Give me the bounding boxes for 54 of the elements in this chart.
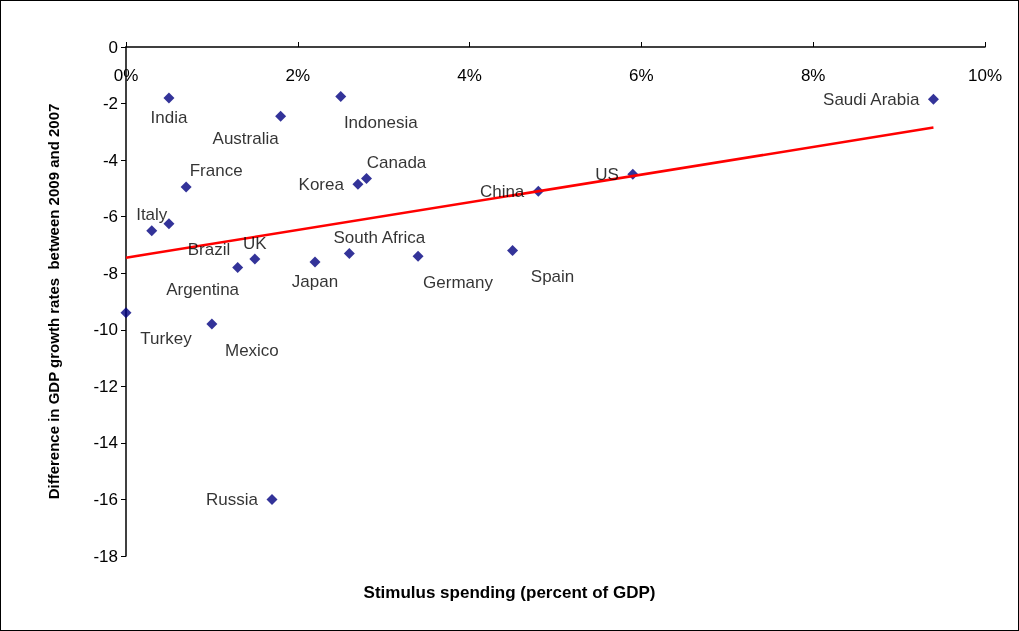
point bbox=[249, 253, 261, 265]
annotation: Germany bbox=[423, 272, 494, 292]
point bbox=[412, 250, 424, 262]
annotation: Brazil bbox=[187, 240, 231, 260]
y-tick-label: -6 bbox=[102, 207, 118, 227]
point bbox=[343, 247, 355, 259]
x-axis-title: Stimulus spending (percent of GDP) bbox=[363, 583, 656, 602]
x-tick-label: 10% bbox=[967, 66, 1003, 85]
annotation: Saudi Arabia bbox=[823, 89, 920, 109]
y-tick-label: -18 bbox=[93, 546, 118, 566]
point bbox=[232, 262, 244, 274]
point bbox=[275, 110, 287, 122]
annotation: France bbox=[189, 161, 243, 181]
annotation: UK bbox=[243, 233, 268, 253]
annotation: Turkey bbox=[140, 329, 193, 349]
y-tick-label: -2 bbox=[102, 94, 118, 114]
point bbox=[180, 181, 192, 193]
y-tick-label: -4 bbox=[102, 150, 118, 170]
point bbox=[146, 225, 158, 237]
y-tick-label: -14 bbox=[93, 433, 118, 453]
y-tick-label: -16 bbox=[93, 489, 118, 509]
point bbox=[206, 318, 218, 330]
y-tick-label: 0 bbox=[108, 37, 118, 57]
x-tick-label: 8% bbox=[800, 66, 826, 85]
annotation: Australia bbox=[212, 128, 280, 148]
annotation: Spain bbox=[530, 267, 575, 287]
annotation: Canada bbox=[366, 152, 427, 172]
annotation: US bbox=[595, 164, 619, 184]
annotation: Italy bbox=[136, 205, 168, 225]
annotation: Mexico bbox=[224, 340, 279, 360]
y-tick-label: -8 bbox=[102, 263, 118, 283]
point bbox=[266, 493, 278, 505]
annotation: Russia bbox=[206, 489, 259, 509]
point bbox=[507, 245, 519, 257]
point bbox=[927, 93, 939, 105]
annotation: Korea bbox=[298, 174, 345, 194]
point bbox=[309, 256, 321, 268]
point bbox=[335, 90, 347, 102]
x-tick-label: 4% bbox=[457, 66, 482, 85]
annotation: Argentina bbox=[166, 280, 240, 300]
annotation: India bbox=[150, 108, 188, 128]
y-tick-label: -10 bbox=[93, 320, 118, 340]
point bbox=[120, 307, 132, 319]
annotation: Japan bbox=[291, 272, 339, 292]
point bbox=[163, 92, 175, 104]
x-tick-label: 6% bbox=[629, 66, 654, 85]
point bbox=[352, 178, 364, 190]
y-tick-label: -12 bbox=[93, 376, 118, 396]
point bbox=[361, 172, 373, 184]
y-axis-title: Difference in GDP growth rates between 2009 and 2007 bbox=[45, 103, 62, 500]
annotation: South Africa bbox=[333, 227, 426, 247]
annotation: Indonesia bbox=[343, 112, 419, 132]
x-tick-label: 2% bbox=[285, 66, 311, 85]
annotation: China bbox=[479, 181, 525, 201]
